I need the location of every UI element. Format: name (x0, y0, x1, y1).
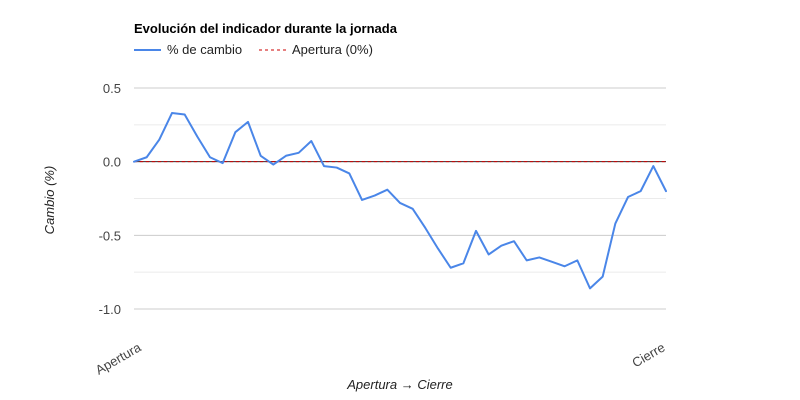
legend-label-change: % de cambio (167, 42, 242, 57)
x-tick-label: Cierre (629, 340, 667, 371)
x-axis-ticks: Apertura Cierre (93, 339, 668, 377)
x-axis-title: Apertura → Cierre (346, 377, 452, 392)
gridlines (134, 87, 666, 310)
y-tick-label: -0.5 (99, 228, 121, 243)
y-tick-label: 0.0 (103, 155, 121, 170)
y-tick-label: -1.0 (99, 302, 121, 317)
chart-title: Evolución del indicador durante la jorna… (134, 21, 398, 36)
legend-label-opening: Apertura (0%) (292, 42, 373, 57)
y-tick-label: 0.5 (103, 81, 121, 96)
series-lines (133, 112, 667, 290)
series-line-change (133, 112, 667, 290)
y-axis-ticks: 0.5 0.0 -0.5 -1.0 (99, 81, 121, 317)
y-axis-title: Cambio (%) (42, 166, 57, 235)
legend: % de cambio Apertura (0%) (134, 42, 373, 57)
x-tick-label: Apertura (93, 339, 144, 377)
